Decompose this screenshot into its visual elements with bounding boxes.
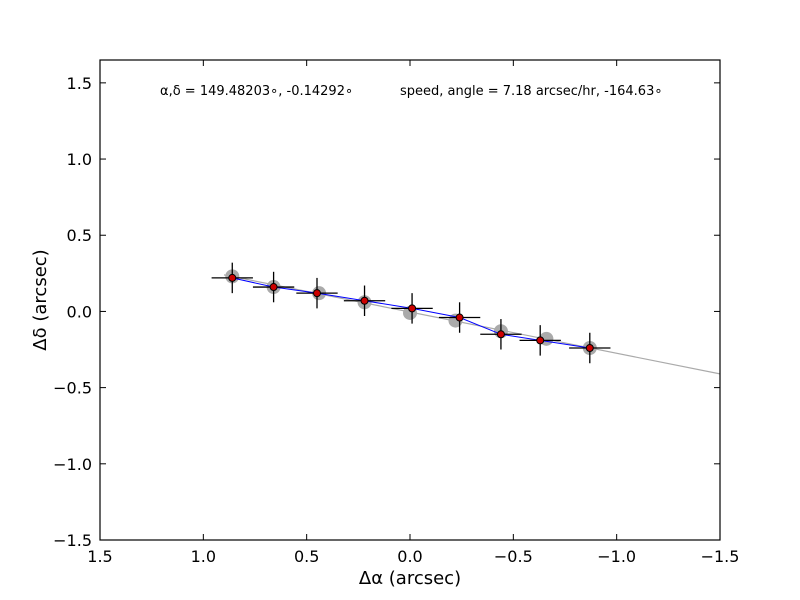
y-tick-label: −1.0 [53,455,92,474]
measured-point [228,273,237,282]
y-tick-label: 0.5 [67,226,92,245]
x-axis-label: Δα (arcsec) [359,568,461,589]
measured-point [455,313,464,322]
y-tick-label: 1.5 [67,74,92,93]
y-tick-label: 0.0 [67,302,92,321]
y-axis-label: Δδ (arcsec) [30,249,51,350]
data-layer [211,262,720,375]
annotation-speed-angle: speed, angle = 7.18 arcsec/hr, -164.63∘ [400,84,662,99]
measured-point [536,336,545,345]
y-tick-label: −1.5 [53,531,92,550]
measured-point [585,344,594,352]
y-tick-label: 1.0 [67,150,92,169]
tick-layer: 1.5 1.0 0.5 0.0 −0.5 −1.0 −1.51.51.00.50.0−0.5… [53,60,739,566]
plot-area [100,60,720,540]
y-tick-label: −0.5 [53,379,92,398]
x-tick-label: 1.0 [191,547,216,566]
measured-point [269,283,278,292]
measured-point [313,289,321,298]
x-tick-label: −0.5 [494,547,533,566]
measured-point [360,296,369,305]
x-tick-label: 0.0 [397,547,422,566]
x-tick-label: −1.5 [701,547,740,566]
annotation-radec: α,δ = 149.48203∘, -0.14292∘ [160,84,353,99]
x-tick-label: 0.5 [294,547,319,566]
x-tick-label: −1.0 [597,547,636,566]
measured-point [408,304,417,313]
measured-point [496,330,505,339]
x-tick-label: 1.5 [87,547,112,566]
